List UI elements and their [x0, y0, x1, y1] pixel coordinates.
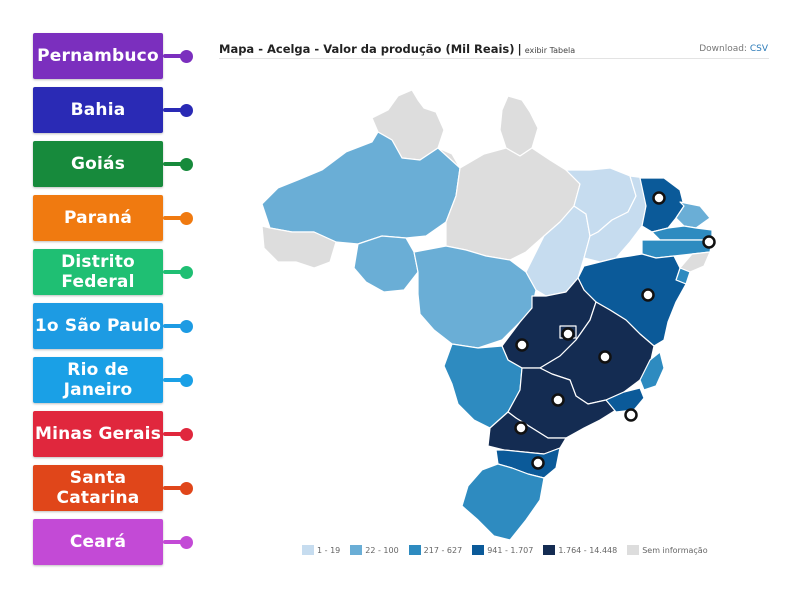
marker-sao-paulo[interactable]: [551, 393, 565, 407]
connector-dot[interactable]: [180, 320, 193, 333]
marker-goias[interactable]: [515, 338, 529, 352]
legend-swatch: [408, 545, 421, 555]
connector-dot[interactable]: [180, 158, 193, 171]
state-rs[interactable]: [461, 463, 545, 541]
download: Download: CSV: [699, 44, 768, 54]
connector-line: [163, 54, 185, 58]
marker-minas-gerais[interactable]: [598, 350, 612, 364]
connector-line: [163, 432, 185, 436]
marker-ceara[interactable]: [652, 191, 666, 205]
connector-line: [163, 270, 185, 274]
state-rondonia[interactable]: [353, 235, 419, 293]
state-alagoas[interactable]: [679, 251, 711, 273]
legend-item: 217 - 627: [408, 545, 462, 555]
connector-dot[interactable]: [180, 50, 193, 63]
legend-swatch: [543, 545, 556, 555]
legend-item: Sem informação: [627, 545, 708, 555]
connector-line: [163, 486, 185, 490]
connector-dot[interactable]: [180, 374, 193, 387]
state-acre[interactable]: [261, 225, 337, 269]
legend-item: 941 - 1.707: [472, 545, 533, 555]
title-divider: [219, 58, 769, 59]
marker-df[interactable]: [561, 327, 575, 341]
label-rio-de-janeiro[interactable]: Rio de Janeiro: [33, 357, 163, 403]
map-title: Mapa - Acelga - Valor da produção (Mil R…: [219, 42, 576, 56]
connector-dot[interactable]: [180, 266, 193, 279]
connector-line: [163, 540, 185, 544]
label-santa-catarina[interactable]: Santa Catarina: [33, 465, 163, 511]
label-ceara[interactable]: Ceará: [33, 519, 163, 565]
legend-swatch: [302, 545, 314, 555]
legend-item: 22 - 100: [350, 545, 399, 555]
connector-line: [163, 108, 185, 112]
label-parana[interactable]: Paraná: [33, 195, 163, 241]
label-pernambuco[interactable]: Pernambuco: [33, 33, 163, 79]
legend-item: 1.764 - 14.448: [543, 545, 617, 555]
csv-download-link[interactable]: CSV: [749, 44, 768, 54]
label-goias[interactable]: Goiás: [33, 141, 163, 187]
label-minas-gerais[interactable]: Minas Gerais: [33, 411, 163, 457]
legend-swatch: [350, 545, 363, 555]
label-sao-paulo[interactable]: 1o São Paulo: [33, 303, 163, 349]
label-bahia[interactable]: Bahia: [33, 87, 163, 133]
state-rio-de-janeiro[interactable]: [605, 387, 645, 413]
show-table-link[interactable]: exibir Tabela: [524, 46, 576, 55]
state-ceara[interactable]: [639, 177, 685, 233]
marker-parana[interactable]: [514, 421, 528, 435]
connector-dot[interactable]: [180, 482, 193, 495]
state-espirito-santo[interactable]: [639, 351, 665, 391]
label-distrito-federal[interactable]: Distrito Federal: [33, 249, 163, 295]
connector-dot[interactable]: [180, 212, 193, 225]
connector-dot[interactable]: [180, 428, 193, 441]
connector-dot[interactable]: [180, 104, 193, 117]
connector-line: [163, 162, 185, 166]
legend-item: 1 - 19: [302, 545, 340, 555]
connector-dot[interactable]: [180, 536, 193, 549]
state-parana[interactable]: [487, 411, 567, 455]
connector-line: [163, 216, 185, 220]
connector-line: [163, 378, 185, 382]
map-legend: 1 - 19 22 - 100 217 - 627 941 - 1.707 1.…: [302, 545, 708, 555]
marker-santa-catarina[interactable]: [531, 456, 545, 470]
marker-bahia[interactable]: [641, 288, 655, 302]
state-amapa[interactable]: [499, 95, 539, 157]
marker-rio-de-janeiro[interactable]: [624, 408, 638, 422]
connector-line: [163, 324, 185, 328]
legend-swatch: [472, 545, 485, 555]
marker-pernambuco[interactable]: [702, 235, 716, 249]
legend-swatch: [627, 545, 640, 555]
